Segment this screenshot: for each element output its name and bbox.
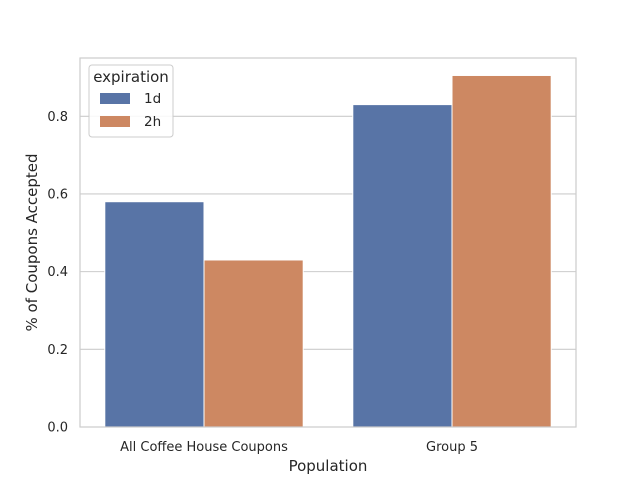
legend-swatch-1d bbox=[100, 93, 130, 104]
legend-title: expiration bbox=[93, 68, 169, 86]
bar-1d bbox=[104, 201, 205, 428]
x-tick-label: Group 5 bbox=[426, 440, 478, 455]
y-axis-label: % of Coupons Accepted bbox=[23, 153, 41, 331]
y-tick-label: 0.8 bbox=[47, 110, 68, 125]
bar-1d bbox=[352, 104, 453, 428]
x-axis-label: Population bbox=[289, 457, 368, 475]
bars bbox=[104, 74, 552, 428]
plot-frame bbox=[79, 57, 577, 428]
bar-2h bbox=[451, 74, 552, 428]
bar-2h bbox=[203, 259, 304, 428]
legend-label-1d: 1d bbox=[144, 91, 161, 107]
y-tick-label: 0.4 bbox=[47, 265, 68, 280]
y-tick-label: 0.2 bbox=[47, 343, 68, 358]
y-tick-label: 0.6 bbox=[47, 187, 68, 202]
legend-swatch-2h bbox=[100, 116, 130, 127]
legend-label-2h: 2h bbox=[144, 114, 161, 130]
x-tick-labels: All Coffee House Coupons Group 5 bbox=[120, 440, 478, 455]
x-tick-label: All Coffee House Coupons bbox=[120, 440, 288, 455]
y-tick-label: 0.0 bbox=[47, 421, 68, 436]
y-tick-labels: 0.0 0.2 0.4 0.6 0.8 bbox=[47, 110, 68, 436]
